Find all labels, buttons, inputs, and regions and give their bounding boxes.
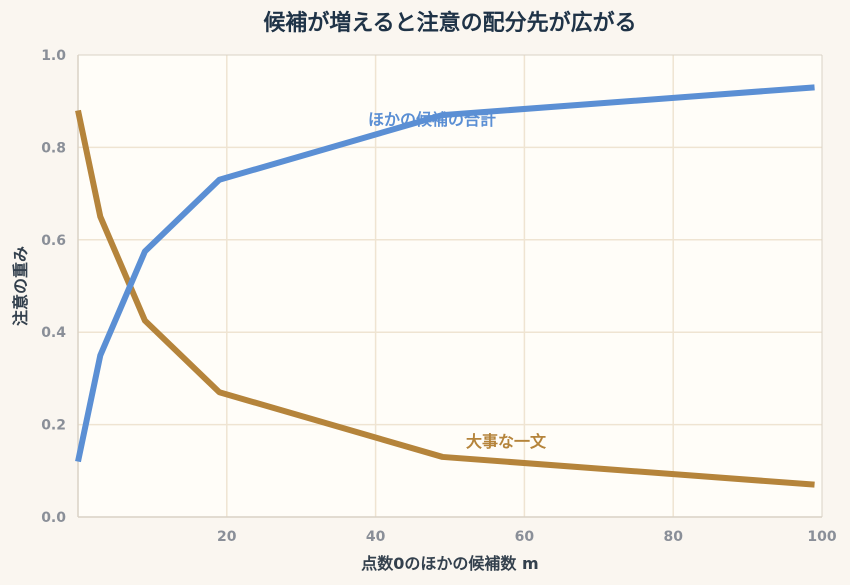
series-label-0: 大事な一文 [466,432,547,451]
series-line-1 [75,84,815,463]
x-tick-label: 80 [663,529,683,545]
x-tick-label: 60 [515,529,535,545]
x-tick-label: 100 [807,529,836,545]
series-labels: 大事な一文 ほかの候補の合計 [368,110,547,451]
x-tick-label: 20 [217,529,237,545]
series-label-1: ほかの候補の合計 [368,110,496,129]
y-axis-label: 注意の重み [11,246,30,326]
x-tick-label: 40 [366,529,386,545]
x-axis-label: 点数0のほかの候補数 m [361,554,538,573]
y-tick-label: 1.0 [41,48,66,64]
y-tick-label: 0.2 [41,418,66,434]
y-tick-label: 0.4 [41,325,66,341]
y-tick-label: 0.0 [41,510,66,526]
chart-title: 候補が増えると注意の配分先が広がる [263,10,636,36]
y-tick-label: 0.6 [41,233,66,249]
y-tick-labels: 0.0 0.2 0.4 0.6 0.8 1.0 [41,48,66,526]
plot-area [78,55,822,517]
gridlines [78,55,822,517]
y-tick-label: 0.8 [41,140,66,156]
series-line-0 [75,109,815,488]
x-tick-labels: 20 40 60 80 100 [217,529,837,545]
series-lines [75,84,815,488]
